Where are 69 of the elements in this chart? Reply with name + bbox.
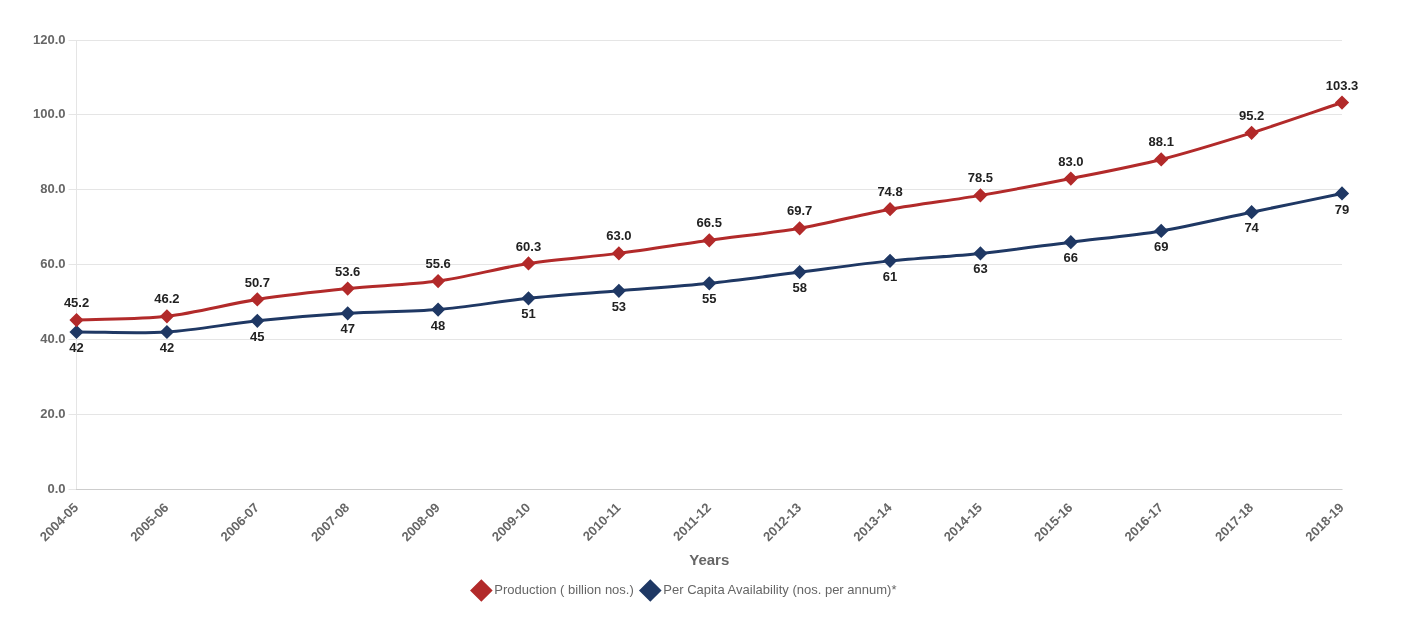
point [793,221,807,235]
point [793,265,807,279]
point [1064,235,1078,249]
y-tick-label: 60.0 [40,256,66,272]
data-label: 69.7 [787,203,813,219]
point [1335,96,1349,110]
data-label: 63 [973,261,988,277]
point [973,188,987,202]
point [702,233,716,247]
data-label: 58 [792,280,807,296]
data-label: 53 [611,298,627,314]
y-tick-label: 20.0 [40,405,66,421]
point [1245,205,1259,219]
point [612,246,626,260]
point [973,246,987,260]
data-label: 50.7 [244,274,270,290]
point [250,314,264,328]
data-label: 66 [1063,250,1079,266]
legend-label: Per Capita Availability (nos. per annum)* [663,582,897,598]
point [883,202,897,216]
data-label: 48 [430,317,446,333]
data-label: 60.3 [515,238,542,254]
point [1154,224,1168,238]
legend-label: Production ( billion nos.) [494,582,634,598]
data-label: 66.5 [696,215,722,231]
point [160,325,174,339]
data-label: 45.2 [63,295,90,311]
data-label: 55 [702,291,717,307]
point [521,256,535,270]
y-tick-label: 100.0 [32,106,66,122]
point [341,282,355,296]
data-label: 45 [250,328,265,344]
data-label: 46.2 [154,291,180,307]
point [341,306,355,320]
data-label: 83.0 [1058,153,1084,169]
data-label: 42 [69,340,84,356]
x-axis-title: Years [689,551,730,569]
data-label: 79 [1334,201,1350,217]
point [160,309,174,323]
y-tick-label: 80.0 [40,181,66,197]
point [612,284,626,298]
data-label: 61 [882,268,898,284]
point [1335,186,1349,200]
data-label: 74.8 [877,184,903,200]
point [250,292,264,306]
point [1154,152,1168,166]
point [431,274,445,288]
data-label: 78.5 [967,170,994,186]
data-label: 88.1 [1148,134,1174,150]
data-label: 47 [340,321,355,337]
point [1245,126,1259,140]
point [1064,172,1078,186]
y-tick-label: 40.0 [40,331,66,347]
data-label: 53.6 [335,263,361,279]
data-label: 51 [521,306,536,322]
point [702,276,716,290]
data-label: 69 [1153,239,1169,254]
point [70,313,84,327]
data-label: 55.6 [425,256,451,272]
point [431,303,445,317]
data-label: 74 [1244,220,1260,236]
y-tick-label: 120.0 [32,31,66,47]
y-tick-label: 0.0 [47,480,66,496]
data-label: 95.2 [1238,107,1265,123]
data-label: 63.0 [606,228,632,244]
point [521,291,535,305]
data-label: 42 [159,340,175,356]
data-label: 103.3 [1325,77,1359,93]
point [883,254,897,268]
